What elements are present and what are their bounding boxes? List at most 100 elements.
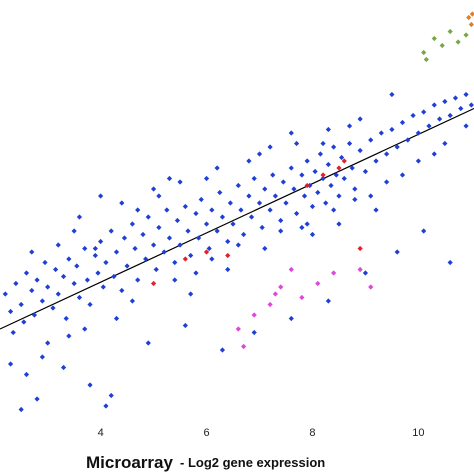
data-point — [140, 231, 146, 238]
data-point — [455, 39, 461, 45]
data-point — [164, 207, 170, 213]
data-point — [267, 144, 273, 150]
data-point — [463, 32, 469, 38]
data-point — [246, 158, 252, 164]
data-point — [217, 189, 223, 196]
data-point — [415, 158, 421, 164]
data-point — [31, 312, 38, 318]
data-point — [299, 172, 305, 178]
data-point — [214, 165, 220, 171]
data-point — [103, 403, 109, 409]
data-point — [119, 200, 125, 206]
data-point — [442, 98, 448, 105]
data-point — [84, 277, 90, 283]
data-point — [60, 364, 67, 371]
data-point — [278, 217, 284, 224]
data-point — [23, 371, 30, 378]
data-point — [304, 158, 310, 164]
data-point — [214, 228, 220, 234]
data-point — [466, 14, 472, 21]
data-point — [309, 203, 316, 210]
data-point — [280, 179, 286, 185]
data-point — [161, 249, 167, 255]
data-point — [333, 172, 339, 178]
data-point — [426, 123, 432, 129]
data-point — [394, 249, 400, 255]
data-point — [362, 270, 369, 276]
data-point — [82, 245, 88, 252]
x-tick-label: 4 — [98, 427, 104, 439]
data-point — [241, 231, 247, 238]
data-point — [18, 301, 24, 308]
data-point — [468, 21, 474, 28]
data-point — [272, 193, 278, 199]
data-point — [246, 193, 252, 199]
data-point — [92, 252, 98, 259]
data-point — [463, 91, 469, 98]
data-point — [336, 221, 342, 227]
data-point — [185, 228, 191, 234]
data-point — [66, 256, 72, 262]
data-point — [469, 11, 474, 17]
data-point — [458, 105, 464, 112]
data-point — [463, 123, 469, 129]
data-point — [384, 151, 390, 157]
data-point — [177, 242, 183, 248]
data-point — [315, 280, 321, 287]
data-point — [283, 200, 289, 206]
data-point — [241, 343, 247, 350]
data-point — [362, 168, 369, 175]
data-point — [166, 235, 173, 241]
data-point — [156, 224, 162, 231]
data-point — [405, 137, 411, 143]
data-point — [119, 287, 125, 294]
data-point — [338, 154, 345, 161]
data-point — [129, 221, 136, 227]
data-point — [227, 200, 233, 206]
x-tick-label: 8 — [309, 427, 315, 439]
data-point — [452, 95, 459, 101]
data-point — [95, 270, 101, 276]
data-point — [394, 144, 400, 150]
data-point — [177, 179, 183, 185]
data-point — [320, 175, 326, 182]
data-point — [309, 231, 316, 238]
data-point — [421, 49, 427, 56]
data-point — [108, 392, 114, 399]
data-point — [98, 238, 104, 245]
data-point — [100, 284, 106, 290]
data-point — [357, 245, 363, 252]
data-point — [29, 249, 35, 255]
data-point — [421, 228, 427, 234]
data-point — [209, 207, 215, 213]
data-point — [76, 214, 83, 220]
data-point — [145, 340, 151, 346]
data-point — [23, 270, 30, 276]
data-point — [71, 228, 77, 234]
data-point — [111, 273, 117, 280]
data-point — [76, 294, 83, 301]
data-point — [182, 322, 188, 329]
data-point — [251, 329, 257, 336]
data-point — [74, 263, 80, 269]
data-point — [468, 102, 474, 108]
data-point — [317, 151, 324, 157]
data-point — [423, 56, 429, 63]
data-point — [124, 263, 130, 269]
data-point — [288, 130, 294, 136]
data-point — [447, 259, 453, 266]
data-point — [299, 224, 305, 231]
data-point — [421, 109, 427, 115]
data-point — [436, 116, 443, 122]
data-point — [307, 182, 313, 189]
data-point — [13, 280, 19, 287]
data-point — [71, 280, 77, 287]
data-point — [267, 207, 273, 213]
data-point — [121, 235, 128, 241]
data-point — [53, 266, 59, 273]
data-point — [272, 291, 278, 297]
data-point — [150, 242, 157, 248]
x-tick-labels: 4 6 8 10 — [98, 427, 425, 439]
data-point — [21, 319, 27, 325]
data-point — [7, 308, 14, 315]
